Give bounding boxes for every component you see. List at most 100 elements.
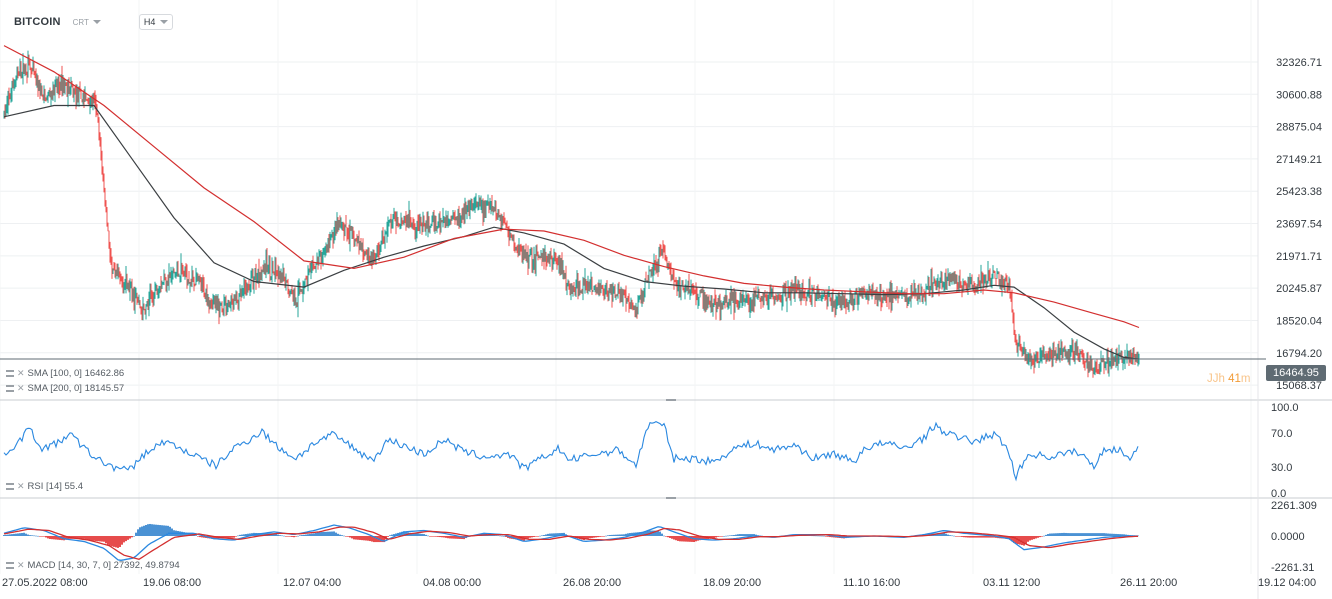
settings-icon[interactable] xyxy=(6,562,14,569)
macd-histogram-bar xyxy=(621,534,623,536)
macd-histogram-bar xyxy=(1065,532,1067,536)
candle-body xyxy=(784,286,786,294)
macd-histogram-bar xyxy=(289,536,291,537)
close-icon[interactable]: ✕ xyxy=(17,383,25,393)
candle-body xyxy=(154,290,156,292)
close-icon[interactable]: ✕ xyxy=(17,560,25,570)
macd-histogram-bar xyxy=(227,536,229,538)
candle-body xyxy=(719,299,721,313)
candle-body xyxy=(382,234,384,244)
macd-histogram-bar xyxy=(697,536,699,541)
instrument-type-dropdown[interactable]: CRT xyxy=(73,18,101,27)
macd-histogram-bar xyxy=(501,535,503,537)
macd-histogram-bar xyxy=(337,533,339,536)
macd-histogram-bar xyxy=(1067,533,1069,536)
candle-body xyxy=(423,219,425,226)
macd-histogram-bar xyxy=(429,536,431,537)
candle-body xyxy=(1067,352,1069,355)
candle-body xyxy=(38,84,40,90)
candle-body xyxy=(143,303,145,310)
candle-body xyxy=(422,218,424,230)
candle-body xyxy=(741,301,743,303)
candle-body xyxy=(917,288,919,301)
candle-body xyxy=(389,219,391,221)
candle-body xyxy=(365,251,367,254)
candle-body xyxy=(690,284,692,292)
candle-body xyxy=(755,293,757,297)
close-icon[interactable]: ✕ xyxy=(17,481,25,491)
candle-body xyxy=(376,248,378,253)
candle-body xyxy=(345,223,347,228)
candle-countdown: JJh 41m xyxy=(1207,373,1251,385)
settings-icon[interactable] xyxy=(6,370,14,377)
candle-body xyxy=(823,293,825,297)
macd-histogram-bar xyxy=(401,531,403,536)
candle-body xyxy=(689,293,691,295)
candle-body xyxy=(928,285,930,291)
candle-body xyxy=(274,263,276,276)
macd-histogram-bar xyxy=(247,533,249,536)
candle-body xyxy=(269,262,271,277)
macd-histogram-bar xyxy=(947,534,949,536)
candle-body xyxy=(209,301,211,305)
candle-body xyxy=(597,285,599,292)
candle-body xyxy=(722,303,724,308)
macd-histogram-bar xyxy=(1071,533,1073,536)
candle-body xyxy=(873,292,875,295)
candle-body xyxy=(940,275,942,280)
candle-body xyxy=(330,236,332,239)
symbol-name[interactable]: BITCOIN xyxy=(14,16,61,28)
candle-body xyxy=(219,304,221,315)
candle-body xyxy=(546,260,548,263)
candle-body xyxy=(600,286,602,291)
macd-histogram-bar xyxy=(613,534,615,536)
candle-body xyxy=(378,248,380,253)
candle-body xyxy=(471,201,473,209)
candle-body xyxy=(651,267,653,275)
candle-body xyxy=(280,271,282,277)
candle-body xyxy=(72,86,74,96)
candle-body xyxy=(528,255,530,266)
candle-body xyxy=(61,73,63,91)
macd-histogram-bar xyxy=(607,535,609,536)
timeframe-dropdown[interactable]: H4 xyxy=(138,14,173,30)
candle-body xyxy=(963,281,965,286)
settings-icon[interactable] xyxy=(6,385,14,392)
candle-body xyxy=(779,299,781,301)
macd-histogram-bar xyxy=(1107,533,1109,536)
macd-histogram-bar xyxy=(345,536,347,537)
candle-body xyxy=(443,217,445,220)
macd-histogram-bar xyxy=(245,534,247,536)
settings-icon[interactable] xyxy=(6,483,14,490)
macd-histogram-bar xyxy=(641,531,643,536)
candle-body xyxy=(120,275,122,279)
candle-body xyxy=(45,97,47,102)
macd-histogram-bar xyxy=(489,534,491,536)
candle-body xyxy=(534,258,536,266)
candle-body xyxy=(57,84,59,87)
candle-body xyxy=(949,275,951,280)
close-icon[interactable]: ✕ xyxy=(17,368,25,378)
candle-body xyxy=(405,218,407,225)
candle-body xyxy=(473,205,475,211)
rsi-line xyxy=(3,420,1139,482)
candle-body xyxy=(24,67,26,74)
macd-histogram-bar xyxy=(369,536,371,542)
macd-histogram-bar xyxy=(679,536,681,542)
candle-body xyxy=(496,213,498,218)
candle-body xyxy=(162,282,164,284)
candle-body xyxy=(694,292,696,294)
candle-body xyxy=(718,298,720,301)
pane-resize-handle[interactable] xyxy=(666,399,676,401)
candle-body xyxy=(610,286,612,290)
macd-histogram-bar xyxy=(3,535,5,536)
candle-body xyxy=(259,274,261,280)
candle-body xyxy=(524,251,526,253)
pane-resize-handle[interactable] xyxy=(666,497,676,499)
candle-body xyxy=(573,286,575,288)
macd-histogram-bar xyxy=(421,533,423,536)
candle-body xyxy=(970,279,972,283)
candle-body xyxy=(196,276,198,279)
axes: 32326.7130600.8828875.0427149.2125423.38… xyxy=(2,57,1322,589)
